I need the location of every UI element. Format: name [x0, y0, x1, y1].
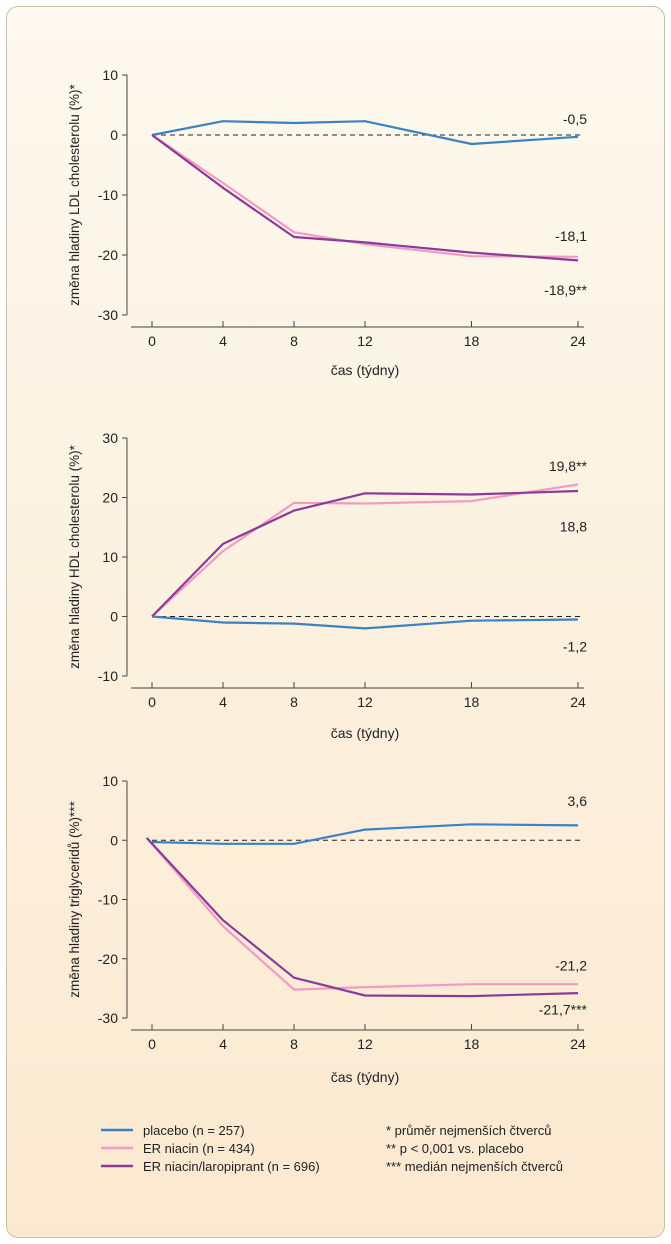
figure-panel — [6, 6, 665, 1238]
y-tick-label: 30 — [102, 430, 118, 446]
x-tick-label: 0 — [148, 694, 156, 710]
end-value-label: -18,9** — [544, 282, 587, 298]
y-tick-label: -10 — [98, 187, 118, 203]
y-tick-label: 0 — [110, 832, 118, 848]
end-value-label: 18,8 — [560, 519, 587, 535]
x-tick-label: 12 — [357, 333, 373, 349]
y-tick-label: 10 — [102, 67, 118, 83]
end-value-label: -1,2 — [563, 638, 587, 654]
x-tick-label: 24 — [570, 333, 586, 349]
series-line-placebo — [151, 615, 579, 630]
x-tick-label: 12 — [357, 1036, 373, 1052]
y-tick-label: -30 — [98, 307, 118, 323]
end-value-label: 19,8** — [549, 458, 588, 474]
y-tick-label: 10 — [102, 773, 118, 789]
x-axis-label: čas (týdny) — [331, 725, 399, 741]
end-value-label: 3,6 — [568, 793, 588, 809]
y-axis-label: změna hladiny HDL cholesterolu (%)* — [67, 444, 82, 669]
x-tick-label: 24 — [570, 694, 586, 710]
x-tick-label: 18 — [464, 333, 480, 349]
x-tick-label: 8 — [290, 1036, 298, 1052]
x-tick-label: 18 — [464, 1036, 480, 1052]
end-value-label: -18,1 — [555, 228, 587, 244]
x-tick-label: 12 — [357, 694, 373, 710]
x-tick-label: 24 — [570, 1036, 586, 1052]
y-tick-label: -20 — [98, 247, 118, 263]
y-tick-label: 20 — [102, 490, 118, 506]
x-tick-label: 0 — [148, 1036, 156, 1052]
series-line-er-niacin — [151, 483, 579, 618]
x-tick-label: 4 — [219, 694, 227, 710]
y-tick-label: 0 — [110, 127, 118, 143]
y-tick-label: 0 — [110, 609, 118, 625]
x-tick-label: 4 — [219, 1036, 227, 1052]
series-line-placebo — [151, 823, 579, 845]
series-line-niacin-laropiprant — [151, 489, 579, 618]
y-tick-label: -10 — [98, 668, 118, 684]
series-line-er-niacin — [151, 134, 579, 258]
end-value-label: -0,5 — [563, 111, 587, 127]
y-tick-label: 10 — [102, 549, 118, 565]
series-line-placebo — [151, 120, 579, 146]
triglyceride-chart: 10 0 -10 -20 -30 0 4 8 12 18 24 čas (týdny) změna hl… — [67, 773, 588, 1085]
x-axis-label: čas (týdny) — [331, 362, 399, 378]
y-tick-label: -20 — [98, 951, 118, 967]
y-tick-label: -30 — [98, 1010, 118, 1026]
y-tick-label: -10 — [98, 892, 118, 908]
series-line-niacin-laropiprant — [145, 837, 579, 998]
end-value-label: -21,7*** — [539, 1002, 588, 1018]
ldl-chart: 10 0 -10 -20 -30 0 4 8 12 18 24 čas (týdny) změna hl… — [67, 67, 588, 378]
x-tick-label: 8 — [290, 694, 298, 710]
x-tick-label: 4 — [219, 333, 227, 349]
series-line-niacin-laropiprant — [151, 134, 579, 262]
end-value-label: -21,2 — [555, 957, 587, 973]
series-line-er-niacin — [145, 837, 578, 991]
x-axis-label: čas (týdny) — [331, 1069, 399, 1085]
y-axis-label: změna hladiny LDL cholesterolu (%)* — [67, 83, 82, 305]
x-tick-label: 18 — [464, 694, 480, 710]
hdl-chart: 30 20 10 0 -10 0 4 8 12 18 24 čas (týdny) změna hlad… — [67, 430, 588, 741]
x-tick-label: 8 — [290, 333, 298, 349]
x-tick-label: 0 — [148, 333, 156, 349]
y-axis-label: změna hladiny triglyceridů (%)*** — [67, 800, 82, 997]
